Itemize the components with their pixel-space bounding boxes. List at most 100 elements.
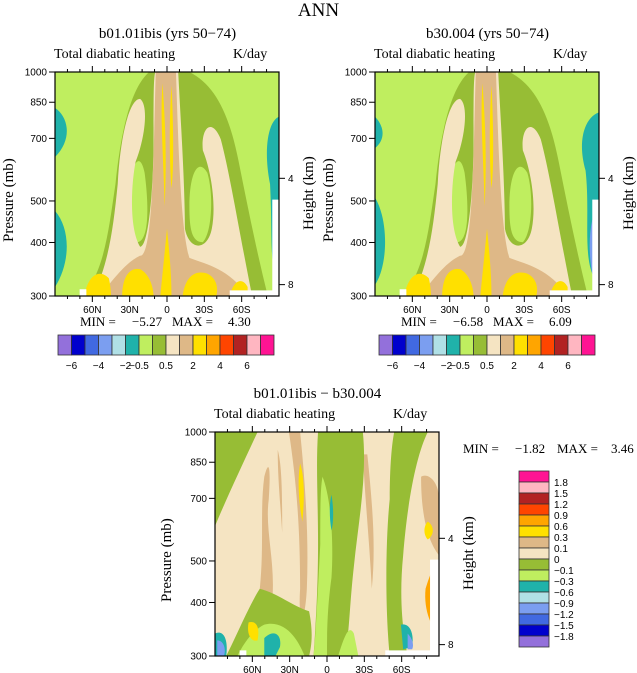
panel1-subtitle-left: Total diabatic heating (54, 47, 176, 62)
colorbar-box (246, 334, 261, 356)
panel3-subtitle-right: K/day (393, 407, 428, 422)
colorbar-box (527, 334, 542, 356)
colorbar-label: −2 (441, 361, 453, 372)
colorbar-label: −4 (93, 361, 105, 372)
y-tick-label: 700 (190, 494, 207, 505)
panel3-subtitle-left: Total diabatic heating (214, 407, 336, 422)
main-title: ANN (297, 0, 340, 21)
y2-tick-label: 4 (288, 174, 294, 185)
x-tick-label: 30S (195, 305, 213, 316)
colorbar-label: −0.3 (554, 577, 574, 588)
colorbar-box (518, 503, 550, 516)
y-tick-label: 850 (350, 98, 367, 109)
colorbar-label: 0.6 (554, 522, 568, 533)
y-tick-label: 300 (190, 652, 207, 663)
panel2-max-label: MAX = (493, 314, 534, 329)
colorbar-label: 6 (565, 361, 571, 372)
colorbar-box (71, 334, 86, 356)
colorbar-box (111, 334, 126, 356)
y2-tick-label: 8 (608, 280, 614, 291)
contour-region (375, 116, 386, 285)
y-tick-label: 500 (350, 196, 367, 207)
colorbar-box (518, 591, 550, 604)
y2-tick-label: 8 (448, 640, 454, 651)
colorbar-box (486, 334, 501, 356)
colorbar-box (219, 334, 234, 356)
x-tick-label: 0 (484, 305, 490, 316)
y-tick-label: 1000 (345, 68, 368, 79)
panel2-subtitle-right: K/day (553, 47, 588, 62)
colorbar-box (432, 334, 447, 356)
contour-fill-group (215, 432, 439, 656)
colorbar-box (57, 334, 72, 356)
colorbar-box (518, 624, 550, 637)
colorbar-box (518, 547, 550, 560)
colorbar-label: −6 (387, 361, 399, 372)
panel1-subtitle-right: K/day (233, 47, 268, 62)
colorbar-box (192, 334, 207, 356)
colorbar-label: 0.5 (159, 361, 173, 372)
colorbar-label: −1.8 (554, 632, 574, 643)
x-tick-label: 30N (120, 305, 138, 316)
colorbar-box (233, 334, 248, 356)
contour-region (215, 432, 258, 527)
colorbar-box (518, 470, 550, 483)
y-tick-label: 300 (30, 292, 47, 303)
y2-tick-label: 4 (448, 534, 454, 545)
colorbar-label: 1.2 (554, 500, 568, 511)
x-tick-label: 60N (83, 305, 101, 316)
panel3-colorbar: 1.81.51.20.90.60.30.10−0.1−0.3−0.6−0.9−1… (518, 470, 574, 648)
colorbar-label: −0.5 (450, 361, 470, 372)
panel1-colorbar: −6 −4 −2−0.5 0.5 2 4 6 (57, 334, 275, 372)
colorbar-label: −0.9 (554, 599, 574, 610)
colorbar-box (518, 602, 550, 615)
colorbar-box (518, 481, 550, 494)
y-tick-label: 300 (350, 292, 367, 303)
y-tick-label: 400 (30, 238, 47, 249)
colorbar-label: −4 (414, 361, 426, 372)
y-tick-label: 1000 (185, 428, 208, 439)
colorbar-box (392, 334, 407, 356)
panel2-min-value: −6.58 (453, 314, 484, 329)
panel1-min-value: −5.27 (132, 314, 163, 329)
colorbar-label: 0 (554, 555, 560, 566)
colorbar-box (540, 334, 555, 356)
contour-region (84, 228, 248, 296)
colorbar-box (459, 334, 474, 356)
colorbar-box (84, 334, 99, 356)
colorbar-box (500, 334, 515, 356)
panel1-y2label: Height (km) (301, 156, 317, 230)
colorbar-label: 0.1 (554, 544, 568, 555)
contour-region (128, 161, 212, 243)
colorbar-box (518, 492, 550, 505)
panel1-max-value: 4.30 (228, 314, 251, 329)
x-tick-label: 60N (243, 665, 261, 673)
x-tick-label: 30N (440, 305, 458, 316)
colorbar-box (518, 569, 550, 582)
colorbar-box (179, 334, 194, 356)
contour-region (55, 107, 67, 288)
colorbar-label: 1.8 (554, 478, 568, 489)
y-tick-label: 400 (190, 598, 207, 609)
colorbar-box (518, 514, 550, 527)
colorbar-label: −1.2 (554, 610, 574, 621)
colorbar-box (518, 525, 550, 538)
colorbar-box (567, 334, 582, 356)
contour-region (481, 83, 494, 207)
y-tick-label: 500 (30, 196, 47, 207)
colorbar-box (473, 334, 488, 356)
colorbar-box (378, 334, 393, 356)
x-tick-label: 30S (515, 305, 533, 316)
colorbar-label: 4 (538, 361, 544, 372)
colorbar-label: 4 (217, 361, 223, 372)
colorbar-box (446, 334, 461, 356)
colorbar-box (165, 334, 180, 356)
panel3-max-label: MAX = (557, 441, 598, 456)
colorbar-box (554, 334, 569, 356)
y-tick-label: 500 (190, 556, 207, 567)
colorbar-box (138, 334, 153, 356)
x-tick-label: 60N (403, 305, 421, 316)
x-tick-label: 0 (324, 665, 330, 673)
colorbar-label: 0.9 (554, 511, 568, 522)
panel2-title: b30.004 (yrs 50−74) (425, 26, 550, 42)
